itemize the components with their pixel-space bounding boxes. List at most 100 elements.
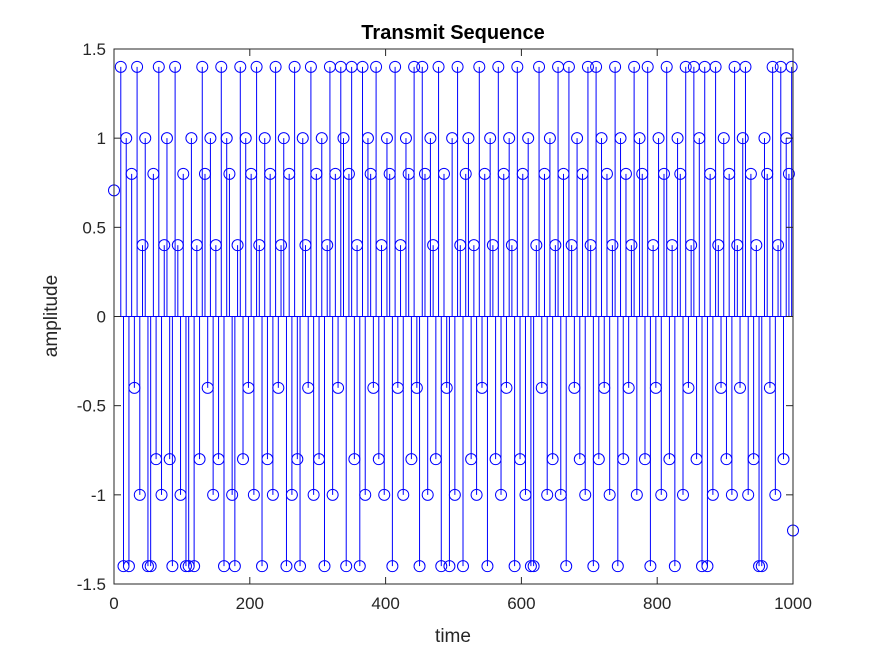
stem-marker — [457, 560, 470, 573]
stem-marker — [413, 560, 426, 573]
x-tick-label: 400 — [371, 594, 399, 613]
stem-marker — [495, 488, 508, 501]
stem-marker — [685, 239, 698, 252]
stem-marker — [397, 488, 410, 501]
stem-marker — [386, 560, 399, 573]
stem-marker — [321, 239, 334, 252]
stem-marker — [709, 60, 722, 73]
y-tick-label: -1.5 — [77, 575, 106, 594]
stem-marker — [761, 167, 774, 180]
stem-marker — [421, 488, 434, 501]
stem-marker — [307, 488, 320, 501]
stem-marker — [720, 453, 733, 466]
stem-marker — [429, 453, 442, 466]
stem-marker — [342, 167, 355, 180]
stem-marker — [446, 132, 459, 145]
stem-marker — [370, 60, 383, 73]
stem-marker — [581, 60, 594, 73]
stem-marker — [753, 560, 766, 573]
stem-marker — [448, 488, 461, 501]
y-tick-label: 1 — [97, 129, 106, 148]
stem-marker — [133, 488, 146, 501]
stem-marker — [562, 60, 575, 73]
stem-marker — [571, 132, 584, 145]
stem-marker — [606, 239, 619, 252]
stem-marker — [717, 132, 730, 145]
stem-marker — [372, 453, 385, 466]
stem-marker — [399, 132, 412, 145]
stem-marker — [166, 560, 179, 573]
stem-marker — [288, 60, 301, 73]
stem-marker — [592, 453, 605, 466]
stem-marker — [150, 453, 163, 466]
stem-marker — [655, 488, 668, 501]
stem-marker — [391, 381, 404, 394]
stem-marker — [231, 239, 244, 252]
x-axis-label: time — [435, 626, 471, 647]
stem-marker — [454, 239, 467, 252]
stem-marker — [565, 239, 578, 252]
stem-marker — [114, 60, 127, 73]
stem-marker — [348, 453, 361, 466]
stem-marker — [696, 560, 709, 573]
stem-marker — [568, 381, 581, 394]
stem-marker — [693, 132, 706, 145]
stem-marker — [690, 453, 703, 466]
stem-marker — [777, 453, 790, 466]
stem-marker — [226, 488, 239, 501]
stem-marker — [364, 167, 377, 180]
stem-marker — [590, 60, 603, 73]
stem-marker — [533, 60, 546, 73]
stem-marker — [663, 453, 676, 466]
stem-marker — [174, 488, 187, 501]
stem-marker — [742, 488, 755, 501]
stem-marker — [228, 560, 241, 573]
stem-marker — [704, 167, 717, 180]
stem-marker — [204, 132, 217, 145]
stem-marker — [169, 60, 182, 73]
stem-marker — [437, 167, 450, 180]
stem-marker — [185, 132, 198, 145]
stem-marker — [467, 239, 480, 252]
stem-marker — [253, 239, 266, 252]
stem-marker — [356, 60, 369, 73]
stem-marker — [367, 381, 380, 394]
stem-marker — [294, 560, 307, 573]
stem-marker — [584, 239, 597, 252]
stem-marker — [332, 381, 345, 394]
stem-marker — [541, 488, 554, 501]
stem-marker — [486, 239, 499, 252]
stem-marker — [340, 560, 353, 573]
stem-marker — [630, 488, 643, 501]
stem-marker — [188, 560, 201, 573]
stem-marker — [524, 560, 537, 573]
y-tick-label: 1.5 — [82, 40, 106, 59]
stem-marker — [459, 167, 472, 180]
stem-marker — [266, 488, 279, 501]
stem-marker — [587, 560, 600, 573]
stem-marker — [628, 60, 641, 73]
stem-marker — [706, 488, 719, 501]
stem-marker — [160, 132, 173, 145]
stem-marker — [272, 381, 285, 394]
stem-marker — [492, 60, 505, 73]
stem-marker — [435, 560, 448, 573]
stem-marker — [744, 167, 757, 180]
stem-marker — [644, 560, 657, 573]
y-tick-label: 0.5 — [82, 218, 106, 237]
stem-marker — [451, 60, 464, 73]
stem-marker — [522, 132, 535, 145]
x-tick-label: 0 — [109, 594, 118, 613]
stem-marker — [141, 560, 154, 573]
stem-marker — [418, 167, 431, 180]
stem-marker — [600, 167, 613, 180]
stem-marker — [209, 239, 222, 252]
stem-marker — [782, 167, 795, 180]
stem-marker — [212, 453, 225, 466]
stem-marker — [557, 167, 570, 180]
stem-marker — [576, 167, 589, 180]
stem-marker — [546, 453, 559, 466]
stem-marker — [326, 488, 339, 501]
stem-marker — [223, 167, 236, 180]
stem-marker — [617, 453, 630, 466]
